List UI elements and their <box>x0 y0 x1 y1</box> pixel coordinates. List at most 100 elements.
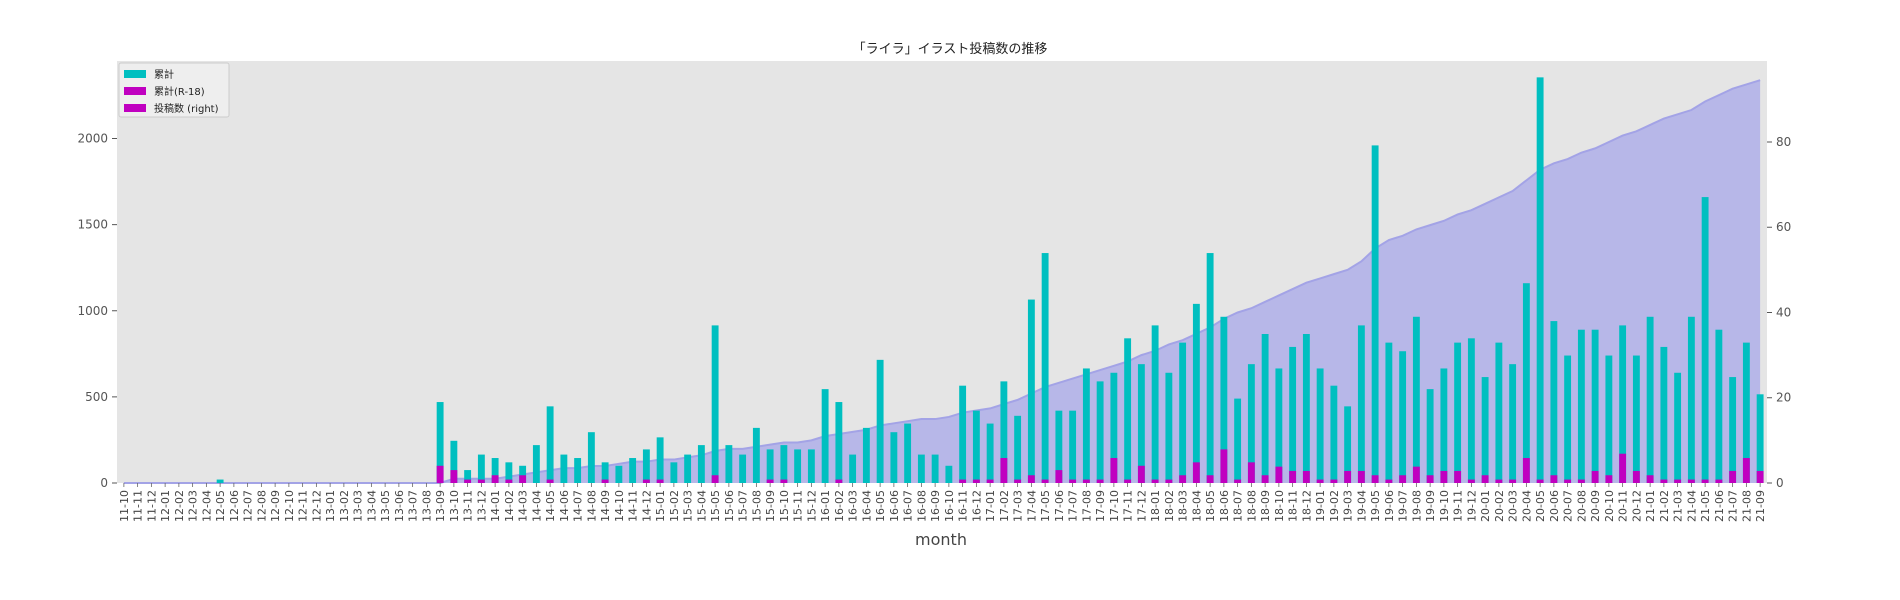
bar-cumulative <box>1509 364 1517 483</box>
x-tick-label: 18-09 <box>1259 490 1272 522</box>
x-tick-label: 19-11 <box>1452 490 1465 522</box>
x-tick-label: 15-12 <box>805 490 818 522</box>
bar-cumulative-r18 <box>464 479 472 483</box>
x-tick-label: 15-07 <box>737 490 750 522</box>
bar-cumulative <box>1124 338 1132 483</box>
bar-cumulative <box>1467 338 1475 483</box>
x-tick-label: 19-07 <box>1397 490 1410 522</box>
x-tick-label: 16-05 <box>874 490 887 522</box>
x-tick-label: 20-07 <box>1562 490 1575 522</box>
bar-cumulative <box>766 449 774 483</box>
x-tick-label: 18-10 <box>1273 490 1286 522</box>
right-tick-label: 40 <box>1776 305 1791 319</box>
bar-cumulative-r18 <box>1330 479 1338 483</box>
bar-cumulative <box>1371 145 1379 483</box>
bar-cumulative-r18 <box>1481 475 1489 483</box>
bar-cumulative-r18 <box>1426 475 1434 483</box>
x-tick-label: 13-03 <box>352 490 365 522</box>
left-tick-label: 1000 <box>77 304 108 318</box>
left-tick-label: 2000 <box>77 132 108 146</box>
bar-cumulative <box>629 458 637 483</box>
bar-cumulative-r18 <box>1385 479 1393 483</box>
bar-cumulative <box>1069 410 1077 483</box>
bar-cumulative <box>972 410 980 483</box>
bar-cumulative <box>642 449 650 483</box>
x-tick-label: 12-02 <box>173 490 186 522</box>
bar-cumulative <box>794 449 802 483</box>
bar-cumulative-r18 <box>1275 466 1283 483</box>
bar-cumulative-r18 <box>1399 475 1407 483</box>
bar-cumulative <box>1192 303 1200 483</box>
bar-cumulative <box>1522 283 1530 483</box>
x-tick-label: 14-10 <box>613 490 626 522</box>
x-tick-label: 12-07 <box>242 490 255 522</box>
bar-cumulative-r18 <box>1412 466 1420 483</box>
x-tick-label: 18-07 <box>1232 490 1245 522</box>
bar-cumulative <box>876 359 884 483</box>
bar-cumulative-r18 <box>491 475 499 483</box>
x-tick-label: 12-05 <box>214 490 227 522</box>
bar-cumulative <box>1357 325 1365 483</box>
x-tick-label: 18-05 <box>1204 490 1217 522</box>
bar-cumulative <box>1756 394 1764 483</box>
x-tick-label: 21-06 <box>1713 490 1726 522</box>
bar-cumulative <box>711 325 719 483</box>
bar-cumulative-r18 <box>1041 479 1049 483</box>
bar-cumulative-r18 <box>986 479 994 483</box>
x-tick-label: 12-01 <box>159 490 172 522</box>
bar-cumulative-r18 <box>1495 479 1503 483</box>
x-tick-label: 13-11 <box>462 490 475 522</box>
bar-cumulative <box>1426 389 1434 483</box>
area-fill-posts-right <box>123 80 1761 483</box>
bar-cumulative-r18 <box>1289 470 1297 483</box>
bar-cumulative <box>1646 316 1654 483</box>
x-tick-label: 16-09 <box>929 490 942 522</box>
area-layer <box>123 79 1761 484</box>
bar-cumulative-r18 <box>1742 458 1750 483</box>
x-tick-label: 13-05 <box>379 490 392 522</box>
x-tick-label: 21-02 <box>1658 490 1671 522</box>
bar-cumulative-r18 <box>505 479 513 483</box>
bar-cumulative-r18 <box>1371 475 1379 483</box>
bar-cumulative <box>821 389 829 483</box>
bar-cumulative <box>1206 253 1214 483</box>
bar-cumulative-r18 <box>1344 470 1352 483</box>
x-tick-label: 12-12 <box>310 490 323 522</box>
x-tick-label: 21-09 <box>1754 490 1767 522</box>
x-tick-label: 14-06 <box>558 490 571 522</box>
x-tick-label: 14-04 <box>530 490 543 522</box>
bar-cumulative-r18 <box>1220 449 1228 483</box>
x-tick-label: 11-11 <box>132 490 145 522</box>
x-tick-label: 16-07 <box>902 490 915 522</box>
x-tick-label: 13-01 <box>324 490 337 522</box>
bar-cumulative <box>917 454 925 483</box>
bar-cumulative <box>1055 410 1063 483</box>
bar-cumulative <box>1495 342 1503 483</box>
bar-cumulative-r18 <box>1027 475 1035 483</box>
x-tick-label: 17-07 <box>1067 490 1080 522</box>
right-tick-label: 80 <box>1776 135 1791 149</box>
bar-cumulative <box>1096 381 1104 483</box>
bar-cumulative <box>1385 342 1393 483</box>
x-tick-label: 17-09 <box>1094 490 1107 522</box>
area-line-posts-right <box>123 79 1761 484</box>
x-tick-label: 15-03 <box>682 490 695 522</box>
x-tick-label: 15-09 <box>764 490 777 522</box>
bar-cumulative <box>1137 364 1145 483</box>
legend-swatch-cumulative <box>124 70 146 78</box>
x-tick-label: 18-04 <box>1190 490 1203 522</box>
bar-cumulative-r18 <box>1014 479 1022 483</box>
legend-box <box>118 62 230 118</box>
bar-cumulative <box>1591 329 1599 483</box>
bars-layer <box>216 77 1764 483</box>
bar-cumulative-r18 <box>1440 470 1448 483</box>
x-tick-label: 19-06 <box>1383 490 1396 522</box>
x-tick-label: 19-09 <box>1424 490 1437 522</box>
x-tick-label: 15-05 <box>709 490 722 522</box>
x-tick-label: 13-08 <box>420 490 433 522</box>
bar-cumulative-r18 <box>1000 458 1008 483</box>
bar-cumulative <box>1454 342 1462 483</box>
x-tick-label: 19-02 <box>1328 490 1341 522</box>
x-tick-label: 14-09 <box>599 490 612 522</box>
x-tick-label: 19-01 <box>1314 490 1327 522</box>
